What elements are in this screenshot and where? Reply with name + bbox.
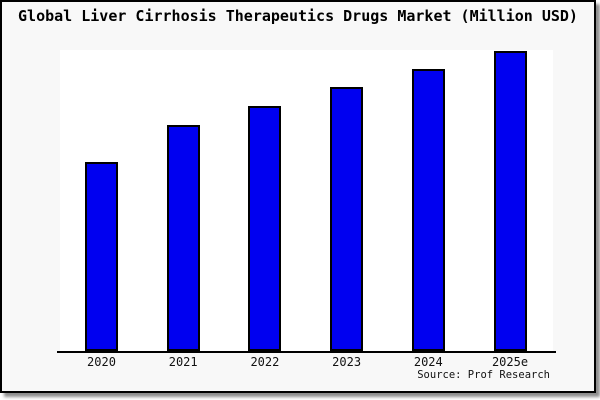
bar-2023 [330,87,364,351]
x-tick-2025e: 2025e [491,355,529,369]
x-axis-line [57,351,556,353]
plot-area [60,50,553,351]
x-tick-2023: 2023 [332,355,362,369]
bar-2020 [85,162,118,351]
chart-title: Global Liver Cirrhosis Therapeutics Drug… [18,7,578,25]
x-tick-2020: 2020 [87,355,116,369]
source-credit: Source: Prof Research [417,369,550,381]
bar-2021 [166,124,200,351]
x-tick-2022: 2022 [250,355,280,369]
bar-2024 [411,69,445,351]
bar-2022 [248,105,282,351]
x-tick-2024: 2024 [413,355,443,369]
chart-frame: Global Liver Cirrhosis Therapeutics Drug… [0,0,596,393]
bar-2025e [493,51,527,351]
x-tick-2021: 2021 [168,355,198,369]
